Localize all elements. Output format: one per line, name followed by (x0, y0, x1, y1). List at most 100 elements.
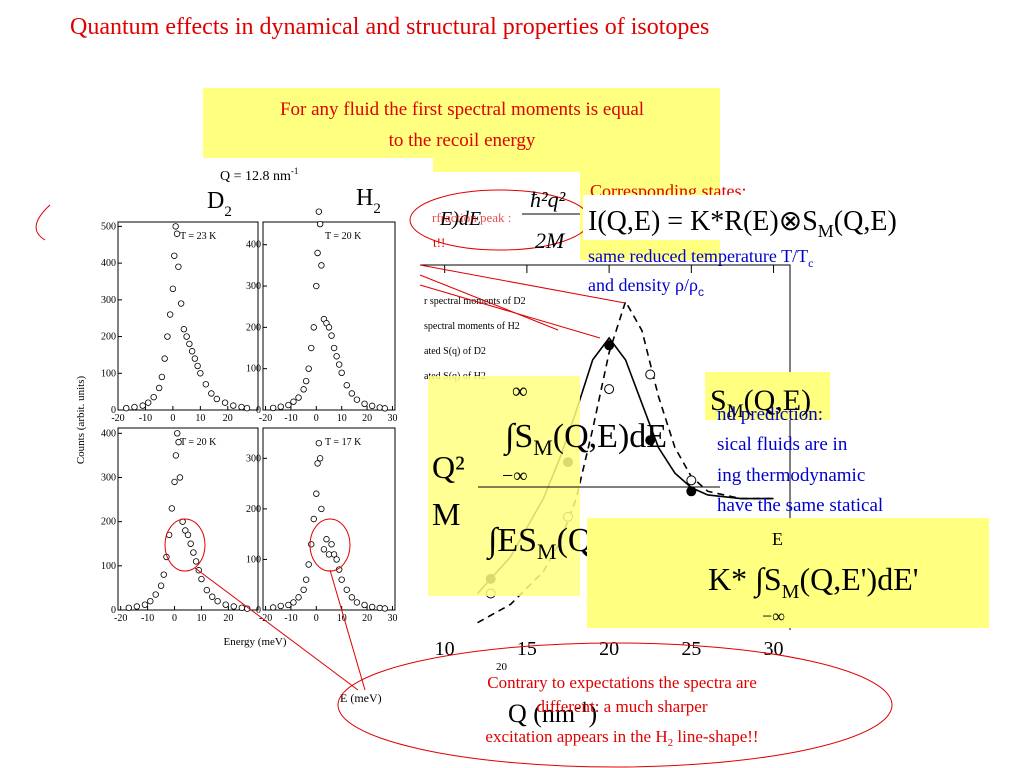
data-point (184, 531, 192, 539)
limit: −∞ (502, 465, 528, 487)
data-point (166, 311, 174, 318)
data-point (172, 452, 180, 459)
panel-frame (262, 427, 396, 611)
data-point (376, 404, 383, 411)
data-point (243, 404, 251, 412)
data-point (338, 369, 345, 377)
data-point (318, 262, 325, 269)
data-point (686, 475, 697, 486)
conv-rhs: (Q,E) (834, 206, 897, 237)
x-tick-label: -10 (284, 413, 297, 424)
y-tick-label: 100 (101, 368, 116, 379)
data-point (157, 582, 165, 589)
cs-d: and density ρ/ρ (588, 275, 698, 295)
data-point (197, 370, 204, 377)
rt: ∫S (503, 418, 533, 457)
data-point (161, 355, 168, 362)
y-tick-label: 300 (101, 472, 116, 483)
y-tick-label: 0 (111, 405, 116, 416)
ellipse-edge (35, 204, 51, 241)
data-point (188, 348, 196, 355)
data-point (305, 365, 312, 372)
recoil-fragment: E)dE (439, 208, 481, 230)
x-tick-label: -20 (114, 613, 127, 624)
data-point (186, 340, 193, 348)
data-point (348, 390, 356, 397)
highlight (164, 518, 206, 572)
data-point (214, 597, 221, 605)
q-sup: -1 (291, 166, 299, 176)
cs-sub: c (808, 256, 813, 270)
formula-box (583, 195, 943, 240)
iso-sub: 2 (224, 204, 232, 220)
iso-sub: 2 (373, 201, 381, 217)
panel-frame (117, 427, 259, 611)
y-tick-label: 0 (256, 405, 261, 416)
data-point (316, 220, 324, 228)
data-point (381, 405, 389, 412)
limit: −∞ (762, 606, 785, 626)
data-point (315, 439, 323, 447)
data-point (604, 384, 615, 395)
prediction: nd prediction: (717, 404, 823, 425)
data-point (144, 399, 152, 406)
data-point (150, 393, 157, 401)
pointer (419, 284, 601, 339)
k-rhs: (Q,E')dE' (799, 561, 918, 597)
data-point (343, 382, 350, 389)
data-point (320, 546, 328, 553)
data-point (175, 263, 182, 270)
x-tick-label: -10 (141, 613, 154, 624)
data-point (302, 576, 310, 583)
recoil-fragment: t!! (433, 235, 445, 250)
y-tick-label: 300 (246, 453, 261, 464)
data-point (328, 332, 335, 339)
note-line: to the recoil energy (389, 130, 536, 151)
legend-entry: ated S(q) of D2 (424, 346, 486, 357)
x-tick-label: 0 (172, 613, 177, 624)
recoil-fragment: rfraction peak : (432, 210, 511, 225)
data-point (213, 395, 221, 403)
data-point (180, 326, 188, 333)
data-point (295, 394, 302, 401)
data-point (314, 249, 321, 257)
data-point (158, 373, 166, 381)
data-point (176, 474, 184, 481)
x-label-part: Q (nm (508, 699, 575, 728)
data-point (174, 430, 181, 437)
limit: ∞ (512, 378, 528, 403)
data-point (645, 369, 656, 380)
data-point (295, 594, 302, 601)
conv-lhs: I(Q,E) = K*R(E)⊗S (588, 206, 818, 237)
pointer (419, 274, 559, 331)
y-tick-label: 300 (246, 281, 261, 292)
data-point (318, 505, 325, 513)
panel-label: T = 23 K (180, 231, 217, 242)
iso-name: D (207, 188, 224, 214)
sm-rest: (Q,E) (744, 384, 811, 417)
conclusion-ellipse (337, 642, 893, 768)
isotope: H2 (356, 185, 381, 217)
data-point (171, 478, 178, 486)
data-point (361, 400, 368, 408)
data-point (194, 362, 201, 370)
y-tick-label: 0 (256, 605, 261, 616)
conclusion: Contrary to expectations the spectra are (487, 673, 757, 692)
data-point (335, 361, 343, 368)
cs-t: same reduced temperature T/T (588, 246, 808, 266)
data-point (141, 601, 149, 608)
data-point (308, 541, 315, 548)
x-tick-label: 10 (435, 638, 455, 660)
x-tick-label: 10 (196, 613, 206, 624)
data-point (192, 558, 200, 565)
data-point (368, 402, 376, 410)
data-point (300, 386, 307, 393)
data-point (277, 403, 284, 410)
conv-sub: M (818, 221, 834, 241)
data-point (209, 593, 216, 600)
data-point (330, 344, 338, 352)
cs-line: same reduced temperature T/Tc (588, 246, 813, 270)
y-tick-label: 100 (246, 364, 261, 375)
data-point (202, 381, 210, 388)
data-point (139, 402, 146, 409)
